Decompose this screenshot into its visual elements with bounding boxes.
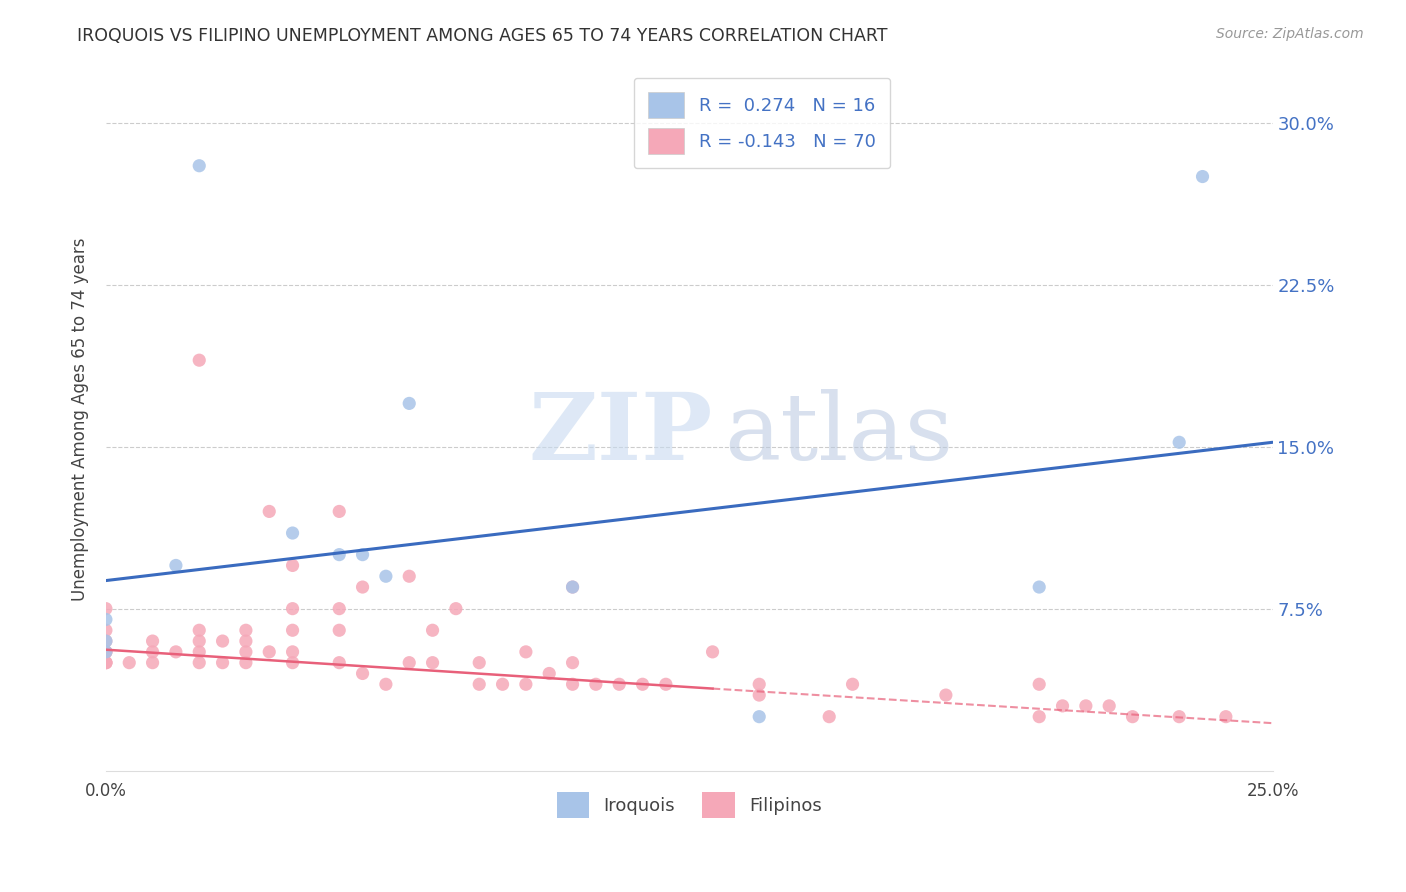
Point xyxy=(94,612,117,626)
Point xyxy=(235,624,257,638)
Point xyxy=(1121,709,1143,723)
Text: Source: ZipAtlas.com: Source: ZipAtlas.com xyxy=(1216,27,1364,41)
Point xyxy=(235,656,257,670)
Point xyxy=(188,353,211,368)
Point xyxy=(515,677,537,691)
Point xyxy=(235,634,257,648)
Point xyxy=(281,601,304,615)
Point xyxy=(607,677,630,691)
Point xyxy=(748,677,770,691)
Point xyxy=(352,666,374,681)
Point xyxy=(1168,435,1191,450)
Point xyxy=(94,656,117,670)
Point xyxy=(398,569,420,583)
Point xyxy=(94,634,117,648)
Text: atlas: atlas xyxy=(724,389,953,479)
Point xyxy=(281,526,304,541)
Point xyxy=(142,645,165,659)
Point xyxy=(94,656,117,670)
Point xyxy=(352,580,374,594)
Point xyxy=(818,709,841,723)
Point xyxy=(631,677,654,691)
Point xyxy=(165,558,187,573)
Point xyxy=(935,688,957,702)
Point xyxy=(328,624,350,638)
Point xyxy=(1191,169,1213,184)
Point xyxy=(561,580,583,594)
Point xyxy=(94,624,117,638)
Point xyxy=(142,634,165,648)
Point xyxy=(561,580,583,594)
Point xyxy=(94,645,117,659)
Point xyxy=(94,645,117,659)
Point xyxy=(211,634,233,648)
Point xyxy=(1052,698,1074,713)
Point xyxy=(1168,709,1191,723)
Point xyxy=(398,656,420,670)
Point xyxy=(188,645,211,659)
Point xyxy=(94,645,117,659)
Point xyxy=(142,656,165,670)
Point xyxy=(422,656,444,670)
Point xyxy=(188,624,211,638)
Point xyxy=(1098,698,1121,713)
Point xyxy=(1028,709,1050,723)
Y-axis label: Unemployment Among Ages 65 to 74 years: Unemployment Among Ages 65 to 74 years xyxy=(72,238,89,601)
Point xyxy=(94,634,117,648)
Point xyxy=(328,601,350,615)
Point xyxy=(561,677,583,691)
Text: ZIP: ZIP xyxy=(529,389,713,479)
Point xyxy=(281,645,304,659)
Point xyxy=(328,548,350,562)
Point xyxy=(655,677,678,691)
Point xyxy=(281,558,304,573)
Point xyxy=(328,504,350,518)
Point xyxy=(118,656,141,670)
Point xyxy=(1028,580,1050,594)
Point xyxy=(538,666,561,681)
Point xyxy=(94,656,117,670)
Point xyxy=(188,656,211,670)
Point xyxy=(188,634,211,648)
Legend: Iroquois, Filipinos: Iroquois, Filipinos xyxy=(550,785,830,825)
Point xyxy=(235,645,257,659)
Point xyxy=(515,645,537,659)
Point xyxy=(841,677,863,691)
Point xyxy=(561,656,583,670)
Point xyxy=(352,548,374,562)
Point xyxy=(748,688,770,702)
Point xyxy=(165,645,187,659)
Point xyxy=(468,656,491,670)
Point xyxy=(374,569,396,583)
Text: IROQUOIS VS FILIPINO UNEMPLOYMENT AMONG AGES 65 TO 74 YEARS CORRELATION CHART: IROQUOIS VS FILIPINO UNEMPLOYMENT AMONG … xyxy=(77,27,887,45)
Point xyxy=(374,677,396,691)
Point xyxy=(468,677,491,691)
Point xyxy=(422,624,444,638)
Point xyxy=(257,645,280,659)
Point xyxy=(281,624,304,638)
Point xyxy=(94,601,117,615)
Point xyxy=(585,677,607,691)
Point xyxy=(1028,677,1050,691)
Point xyxy=(491,677,513,691)
Point xyxy=(702,645,724,659)
Point xyxy=(444,601,467,615)
Point xyxy=(257,504,280,518)
Point xyxy=(188,159,211,173)
Point xyxy=(1074,698,1097,713)
Point xyxy=(211,656,233,670)
Point xyxy=(281,656,304,670)
Point xyxy=(1215,709,1237,723)
Point xyxy=(748,709,770,723)
Point xyxy=(328,656,350,670)
Point xyxy=(398,396,420,410)
